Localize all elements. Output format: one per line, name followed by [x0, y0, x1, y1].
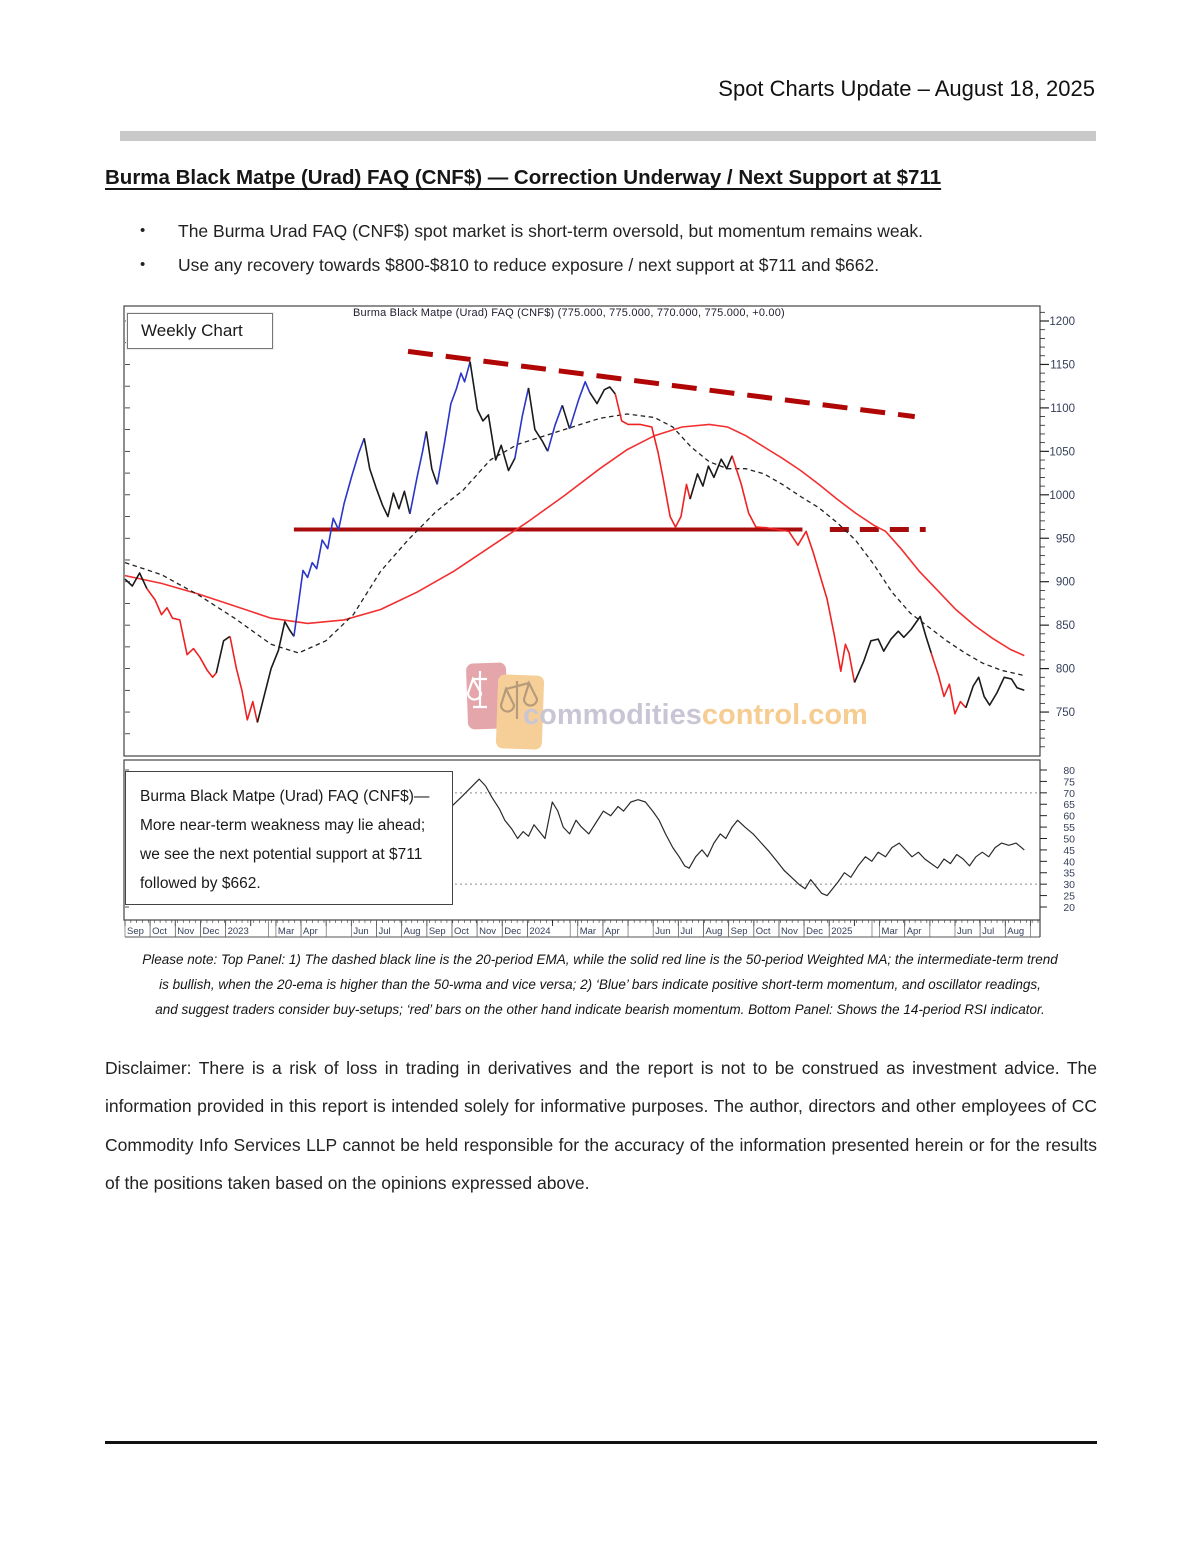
bullet-text: The Burma Urad FAQ (CNF$) spot market is… — [178, 221, 923, 241]
svg-text:50: 50 — [1063, 833, 1075, 845]
chart-annotation-box: Burma Black Matpe (Urad) FAQ (CNF$)— Mor… — [125, 771, 453, 905]
svg-text:Oct: Oct — [454, 926, 469, 937]
svg-text:Sep: Sep — [127, 926, 144, 937]
svg-text:40: 40 — [1063, 856, 1075, 868]
annotation-line: we see the next potential support at $71… — [140, 846, 423, 863]
section-title: Burma Black Matpe (Urad) FAQ (CNF$) — Co… — [105, 166, 942, 189]
weekly-chart-figure: 1200 1150 1100 1050 1000 950 900 850 800 750 80 75 7… — [123, 305, 1096, 940]
svg-text:Aug: Aug — [1007, 926, 1024, 937]
svg-text:Jun: Jun — [957, 926, 972, 937]
annotation-line: Burma Black Matpe (Urad) FAQ (CNF$)— — [140, 788, 430, 805]
footnote-line: Please note: Top Panel: 1) The dashed bl… — [142, 952, 1058, 967]
svg-text:30: 30 — [1063, 879, 1075, 891]
svg-text:Apr: Apr — [605, 926, 620, 937]
svg-text:80: 80 — [1063, 765, 1075, 777]
svg-text:Jul: Jul — [379, 926, 391, 937]
svg-text:1050: 1050 — [1049, 446, 1075, 458]
svg-text:Jul: Jul — [982, 926, 994, 937]
svg-text:800: 800 — [1056, 664, 1075, 676]
svg-text:850: 850 — [1056, 620, 1075, 632]
svg-text:1200: 1200 — [1049, 316, 1075, 328]
svg-text:25: 25 — [1063, 891, 1075, 903]
svg-text:Dec: Dec — [806, 926, 823, 937]
header-divider-bar — [120, 131, 1096, 141]
svg-text:Aug: Aug — [404, 926, 421, 937]
svg-text:Mar: Mar — [580, 926, 596, 937]
summary-bullets: • The Burma Urad FAQ (CNF$) spot market … — [140, 220, 1080, 288]
bullet-icon: • — [140, 222, 146, 239]
svg-text:1000: 1000 — [1049, 490, 1075, 502]
svg-text:900: 900 — [1056, 577, 1075, 589]
svg-text:65: 65 — [1063, 799, 1075, 811]
chart-footnote: Please note: Top Panel: 1) The dashed bl… — [100, 947, 1100, 1022]
svg-text:1100: 1100 — [1050, 403, 1075, 415]
svg-text:Jun: Jun — [655, 926, 670, 937]
svg-text:Dec: Dec — [504, 926, 521, 937]
list-item: • The Burma Urad FAQ (CNF$) spot market … — [140, 220, 1080, 242]
disclaimer-text: Disclaimer: There is a risk of loss in t… — [105, 1057, 1097, 1194]
svg-text:1150: 1150 — [1050, 359, 1075, 371]
svg-text:2025: 2025 — [831, 926, 852, 937]
footnote-line: is bullish, when the 20-ema is higher th… — [159, 977, 1041, 992]
svg-text:70: 70 — [1063, 788, 1075, 800]
weekly-chart-label-box: Weekly Chart — [127, 313, 273, 349]
svg-text:35: 35 — [1063, 868, 1075, 880]
svg-text:Sep: Sep — [429, 926, 446, 937]
chart-title: Burma Black Matpe (Urad) FAQ (CNF$) (775… — [353, 307, 785, 319]
svg-text:Jun: Jun — [353, 926, 368, 937]
list-item: • Use any recovery towards $800-$810 to … — [140, 254, 1080, 276]
bullet-icon: • — [140, 256, 146, 273]
svg-text:Sep: Sep — [731, 926, 748, 937]
svg-text:Jul: Jul — [680, 926, 692, 937]
svg-text:2023: 2023 — [228, 926, 249, 937]
svg-text:750: 750 — [1056, 707, 1075, 719]
watermark-text: commoditiescontrol.com — [523, 699, 868, 732]
footer-rule — [105, 1441, 1097, 1444]
svg-text:Apr: Apr — [907, 926, 922, 937]
svg-text:Nov: Nov — [479, 926, 496, 937]
svg-text:Mar: Mar — [882, 926, 898, 937]
watermark-text-gray: commodities — [523, 699, 702, 731]
svg-text:Mar: Mar — [278, 926, 294, 937]
footnote-line: and suggest traders consider buy-setups;… — [155, 1002, 1045, 1017]
svg-text:60: 60 — [1063, 811, 1075, 823]
annotation-line: followed by $662. — [140, 875, 261, 892]
watermark-text-orange: control.com — [701, 699, 868, 731]
svg-text:Oct: Oct — [152, 926, 167, 937]
weekly-chart-label: Weekly Chart — [141, 321, 243, 340]
svg-text:55: 55 — [1063, 822, 1075, 834]
svg-text:75: 75 — [1063, 776, 1075, 788]
bullet-text: Use any recovery towards $800-$810 to re… — [178, 255, 880, 275]
svg-text:Nov: Nov — [781, 926, 798, 937]
annotation-line: More near-term weakness may lie ahead; — [140, 817, 426, 834]
scale-icon — [466, 671, 539, 719]
page-header: Spot Charts Update – August 18, 2025 — [718, 76, 1095, 101]
svg-text:950: 950 — [1056, 533, 1075, 545]
watermark: commoditiescontrol.com — [461, 657, 868, 753]
svg-text:45: 45 — [1063, 845, 1075, 857]
svg-text:Nov: Nov — [177, 926, 194, 937]
svg-text:Dec: Dec — [202, 926, 219, 937]
svg-text:Apr: Apr — [303, 926, 318, 937]
svg-text:2024: 2024 — [529, 926, 550, 937]
svg-text:Aug: Aug — [705, 926, 722, 937]
svg-text:20: 20 — [1063, 902, 1075, 914]
svg-text:Oct: Oct — [756, 926, 771, 937]
